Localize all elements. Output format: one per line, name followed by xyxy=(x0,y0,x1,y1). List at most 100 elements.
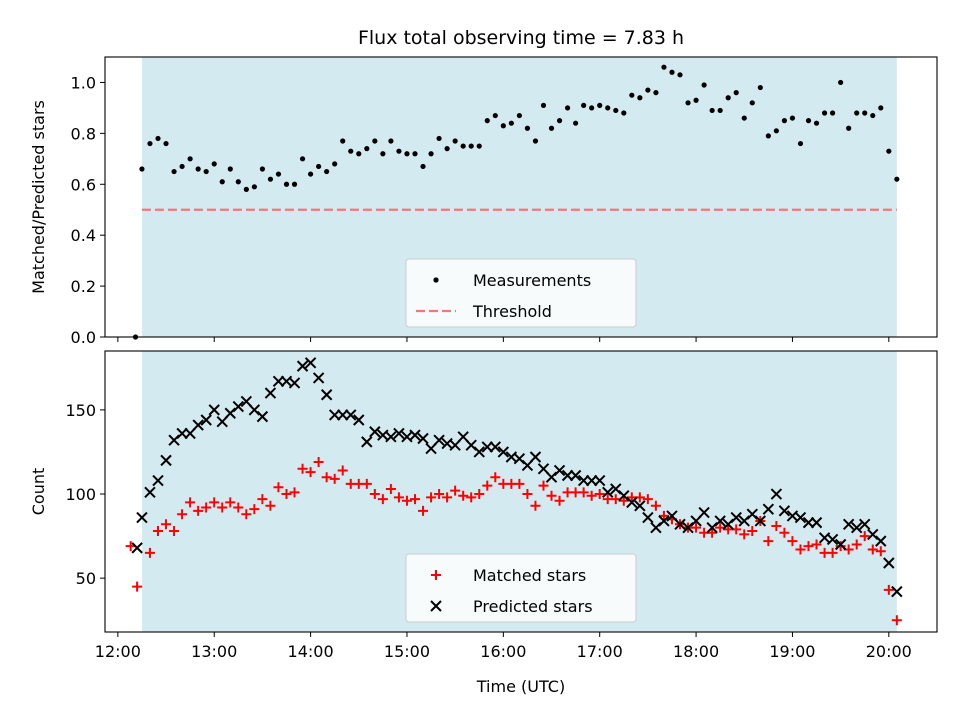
predicted-star-point xyxy=(730,511,742,524)
x-tick-label: 12:00 xyxy=(95,642,141,661)
predicted-star-point xyxy=(264,387,277,399)
matched-star-point xyxy=(618,495,629,506)
matched-star-point xyxy=(578,487,589,498)
matched-star-point xyxy=(466,492,477,503)
measurement-point xyxy=(388,138,394,144)
measurement-point xyxy=(267,176,274,182)
matched-star-point xyxy=(161,519,172,530)
measurement-point xyxy=(741,115,747,121)
matched-star-point xyxy=(554,495,565,506)
measurement-point xyxy=(492,112,498,119)
predicted-star-point xyxy=(593,474,606,487)
matched-star-point xyxy=(795,544,806,555)
y-tick-label: 0.6 xyxy=(71,175,96,194)
predicted-star-point xyxy=(433,434,445,446)
matched-star-point xyxy=(401,495,412,506)
matched-star-point xyxy=(691,522,702,533)
predicted-star-point xyxy=(417,432,429,445)
predicted-star-point xyxy=(192,419,204,431)
measurement-point xyxy=(139,166,145,172)
predicted-star-point xyxy=(810,516,823,529)
measurement-point xyxy=(316,163,322,170)
measurement-point xyxy=(677,72,683,78)
y-axis-label: Matched/Predicted stars xyxy=(29,100,48,294)
x-tick-label: 20:00 xyxy=(866,642,912,661)
axes-frame xyxy=(104,56,938,338)
predicted-star-point xyxy=(200,414,212,426)
measurement-point xyxy=(372,138,378,144)
predicted-star-point xyxy=(891,585,903,598)
x-tick-label: 18:00 xyxy=(673,642,719,661)
legend-entry-label: Threshold xyxy=(472,302,552,321)
matched-star-point xyxy=(803,541,814,552)
predicted-star-point xyxy=(794,511,807,524)
axes-frame xyxy=(104,350,938,633)
measurement-point xyxy=(797,140,804,147)
predicted-star-point xyxy=(489,441,502,453)
y-tick-label: 150 xyxy=(65,401,96,420)
matched-star-point xyxy=(642,494,653,505)
x-tick-label: 14:00 xyxy=(288,642,334,661)
measurement-point xyxy=(821,110,828,116)
measurement-point xyxy=(444,146,450,152)
y-tick-label: 100 xyxy=(65,485,96,504)
measurement-point xyxy=(524,125,531,131)
measurement-point xyxy=(581,102,587,108)
measurement-point xyxy=(420,163,426,170)
measurement-point xyxy=(805,118,812,124)
x-axis-label: Time (UTC) xyxy=(476,677,565,696)
matched-star-point xyxy=(650,500,661,511)
predicted-star-point xyxy=(160,454,172,467)
matched-star-point xyxy=(763,536,774,547)
matched-star-point xyxy=(233,502,244,513)
y-tick-label: 0.8 xyxy=(71,124,96,143)
predicted-star-point xyxy=(834,538,847,551)
matched-star-point xyxy=(859,531,870,542)
predicted-star-point xyxy=(136,511,148,524)
predicted-star-point xyxy=(642,511,654,524)
matched-star-point xyxy=(249,504,260,515)
measurement-point xyxy=(540,102,547,108)
matched-star-point xyxy=(193,505,204,516)
matched-star-point xyxy=(313,457,324,468)
matched-star-point xyxy=(321,472,332,483)
predicted-star-point xyxy=(385,431,397,443)
measurement-point xyxy=(187,156,193,162)
matched-star-point xyxy=(297,463,308,474)
matched-star-point xyxy=(835,541,846,552)
legend-entry-label: Measurements xyxy=(473,271,591,290)
matched-star-point xyxy=(875,546,886,557)
y-axis-label: Count xyxy=(29,468,48,516)
matched-star-point xyxy=(185,497,196,508)
matched-star-point xyxy=(385,483,396,494)
measurement-point xyxy=(613,107,619,114)
y-tick-label: 0.2 xyxy=(71,277,96,296)
matched-star-point xyxy=(153,526,164,537)
predicted-star-point xyxy=(875,535,887,547)
predicted-star-point xyxy=(345,409,357,421)
matched-star-point xyxy=(329,473,340,484)
measurement-point xyxy=(155,135,161,142)
matched-star-point xyxy=(409,494,420,505)
measurement-point xyxy=(324,168,330,175)
legend-predicted-swatch xyxy=(430,600,442,612)
matched-star-point xyxy=(361,478,372,489)
matched-star-point xyxy=(490,472,501,483)
legend-box xyxy=(405,553,637,623)
measurement-point xyxy=(243,186,249,192)
measurement-point xyxy=(773,128,779,134)
matched-star-point xyxy=(426,492,437,503)
predicted-star-point xyxy=(754,515,767,527)
measurement-point xyxy=(789,115,796,121)
measurement-point xyxy=(813,120,820,126)
measurement-point xyxy=(171,168,177,175)
measurement-point xyxy=(838,79,844,86)
measurement-point xyxy=(725,95,731,101)
measurement-point xyxy=(452,138,458,144)
measurement-point xyxy=(436,135,442,142)
measurement-point xyxy=(717,107,723,114)
legend: Matched stars Predicted stars xyxy=(405,553,637,623)
matched-star-point xyxy=(707,527,718,538)
predicted-star-point xyxy=(698,506,710,519)
